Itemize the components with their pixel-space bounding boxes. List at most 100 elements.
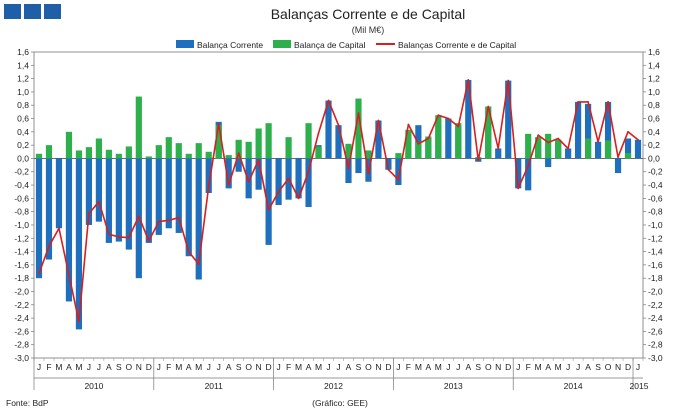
bar-capital [285, 137, 292, 159]
month-label: M [415, 362, 422, 372]
bar-capital [435, 115, 442, 159]
bar-corrente [205, 158, 212, 194]
total-point [497, 147, 500, 150]
total-point [517, 187, 520, 190]
month-label: J [456, 362, 460, 372]
chart-subtitle: (Mil M€) [352, 25, 385, 35]
month-label: N [256, 362, 262, 372]
month-label: A [106, 362, 112, 372]
footer-source: Fonte: BdP [6, 398, 49, 408]
month-label: A [426, 362, 432, 372]
y-tick-label-left: -2,4 [14, 313, 29, 323]
bar-corrente [255, 158, 262, 190]
bar-capital [215, 125, 222, 159]
month-label: F [406, 362, 411, 372]
total-point [97, 200, 100, 203]
month-label: J [157, 362, 161, 372]
total-point [447, 117, 450, 120]
bar-capital [305, 123, 312, 159]
bars [35, 79, 642, 330]
total-point [317, 132, 320, 135]
legend-label-corrente: Balança Corrente [197, 40, 263, 50]
month-label: J [37, 362, 41, 372]
month-label: N [615, 362, 621, 372]
bar-capital [125, 146, 132, 159]
total-point [527, 164, 530, 167]
bar-capital [535, 137, 542, 159]
month-label: F [286, 362, 291, 372]
axes: 1,6 1,6 1,4 1,4 1,2 1,2 1,0 1,0 0,8 0,8 0,6 0,6 0,4 0… [14, 47, 663, 363]
bar-corrente [65, 158, 73, 302]
month-label: O [126, 362, 133, 372]
bar-corrente [325, 100, 332, 159]
y-tick-label-left: 1,4 [17, 60, 29, 70]
y-tick-label-left: -2,0 [14, 286, 29, 296]
bar-corrente [235, 158, 242, 172]
y-tick-label-left: -2,8 [14, 340, 29, 350]
month-label: A [545, 362, 551, 372]
bar-corrente [515, 158, 522, 189]
month-label: J [326, 362, 330, 372]
total-point [637, 138, 639, 141]
total-point [207, 185, 210, 188]
bar-corrente [545, 158, 552, 168]
y-tick-label-right: -2,6 [648, 326, 663, 336]
month-label: J [566, 362, 570, 372]
total-point [117, 236, 120, 238]
bar-capital [255, 128, 262, 159]
bar-capital [525, 133, 532, 159]
bar-capital [604, 140, 612, 159]
y-tick-label-right: 0,4 [648, 127, 660, 137]
month-label: F [46, 362, 51, 372]
total-point [387, 168, 390, 171]
total-point [157, 220, 160, 223]
total-point [397, 178, 400, 181]
total-point [187, 250, 190, 253]
bar-corrente [75, 158, 83, 330]
y-tick-label-right: -0,2 [648, 167, 663, 177]
month-label: S [475, 362, 481, 372]
legend-label-capital: Balança de Capital [294, 40, 365, 50]
logo-block [44, 4, 61, 19]
month-label: D [625, 362, 631, 372]
bar-capital [75, 150, 83, 159]
bar-corrente [275, 158, 282, 205]
bar-capital [545, 133, 552, 159]
y-tick-label-right: -0,4 [648, 180, 663, 190]
total-point [337, 124, 340, 127]
y-tick-label-right: 1,0 [648, 87, 660, 97]
total-point [617, 156, 619, 159]
total-point [477, 159, 480, 162]
y-tick-label-left: -0,8 [14, 207, 29, 217]
bar-corrente [145, 158, 152, 243]
month-label: J [336, 362, 340, 372]
bar-capital [65, 131, 73, 159]
month-label: J [516, 362, 520, 372]
y-tick-label-left: -1,0 [14, 220, 29, 230]
y-tick-label-right: -2,0 [648, 286, 663, 296]
logo-block [24, 4, 41, 19]
y-tick-label-left: -3,0 [14, 353, 29, 363]
y-tick-label-right: -1,8 [648, 273, 663, 283]
bar-corrente [465, 79, 472, 159]
bar-corrente [495, 148, 502, 159]
bar-corrente [395, 158, 402, 186]
month-label: M [315, 362, 322, 372]
bar-capital [345, 143, 352, 159]
bar-capital [415, 141, 422, 159]
month-label: M [175, 362, 182, 372]
y-tick-label-right: 1,6 [648, 47, 660, 57]
bar-capital [135, 96, 142, 159]
y-tick-label-left: -1,8 [14, 273, 29, 283]
total-point [627, 130, 629, 133]
month-label: A [186, 362, 192, 372]
month-label: O [485, 362, 492, 372]
footer-credit: (Gráfico: GEE) [312, 398, 368, 408]
legend-label-total: Balanças Corrente e de Capital [398, 40, 516, 50]
bar-corrente [295, 158, 302, 199]
y-tick-label-left: 0,2 [17, 140, 29, 150]
line-series [38, 79, 639, 323]
legend: Balança Corrente Balança de Capital Bala… [176, 40, 516, 50]
month-label: A [66, 362, 72, 372]
